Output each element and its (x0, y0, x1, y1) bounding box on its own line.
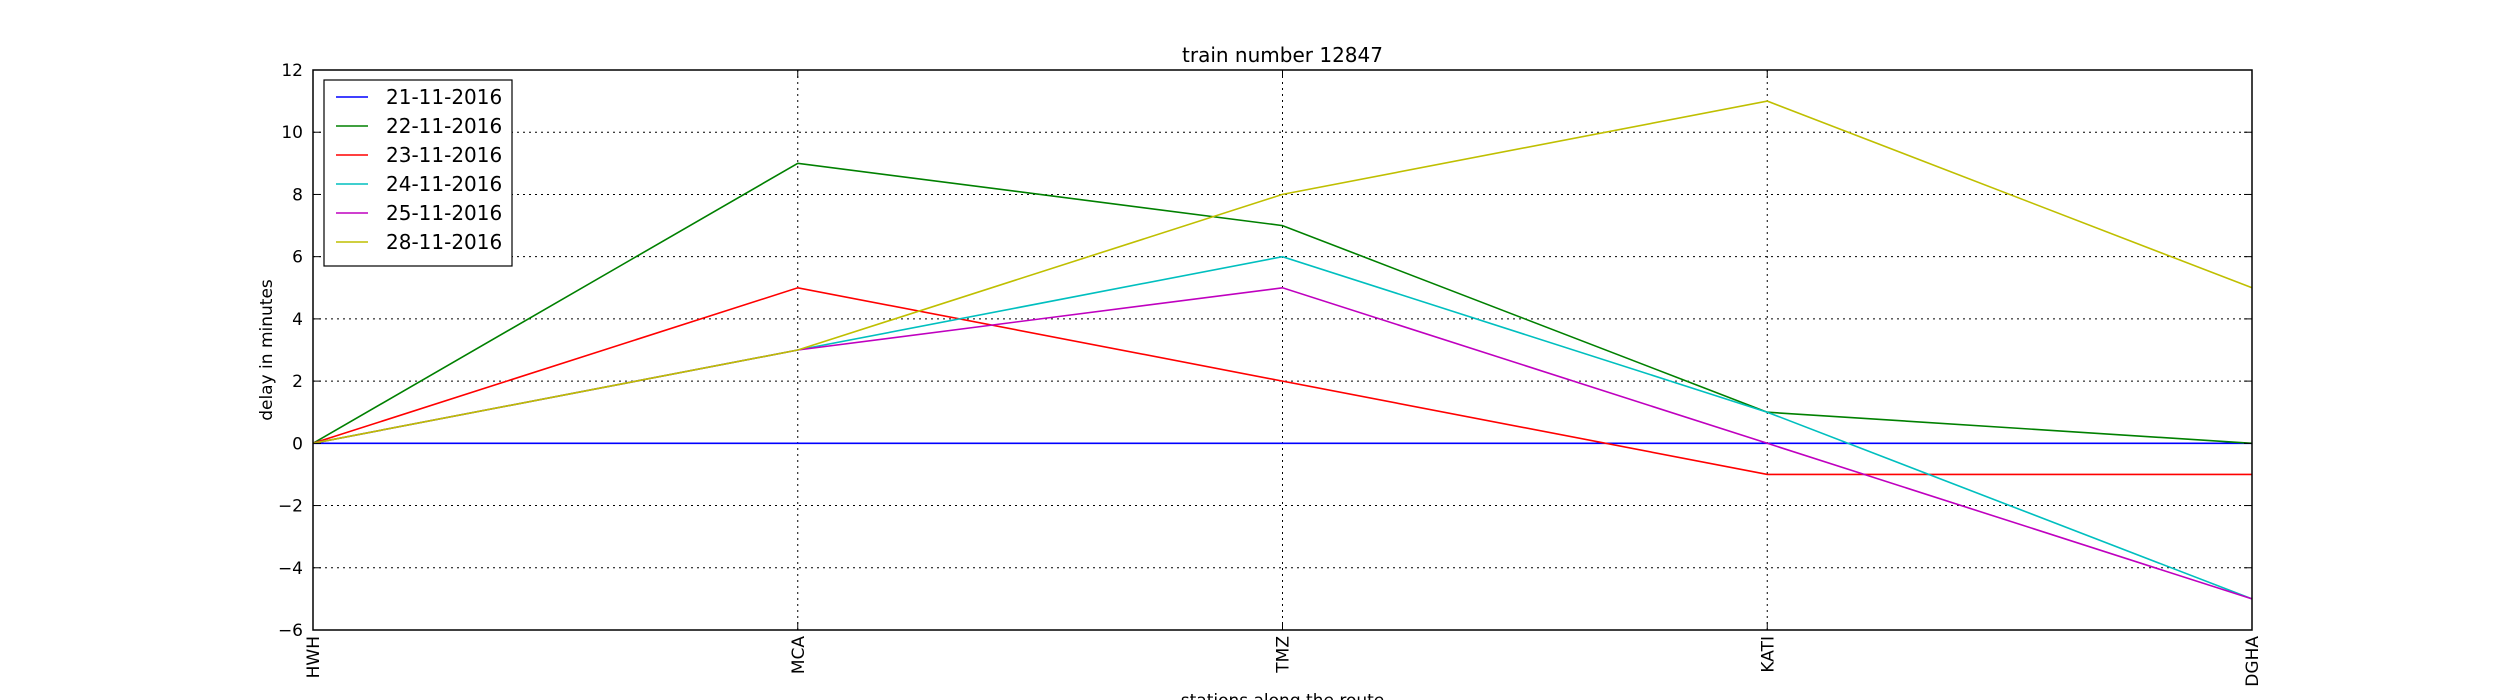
x-tick-label: TMZ (1274, 636, 1294, 674)
y-tick-label: −2 (278, 497, 303, 517)
legend-label: 22-11-2016 (386, 114, 502, 138)
y-tick-label: −4 (278, 559, 303, 579)
legend: 21-11-2016 22-11-2016 23-11-2016 24-11-2016… (323, 79, 513, 267)
x-tick-label: MCA (789, 636, 809, 675)
legend-box (323, 79, 513, 267)
ticks: −6 −4 −2 0 2 4 6 8 10 12 HWH MCA TMZ KATI DGHA (278, 61, 2263, 687)
x-axis-label: stations along the route (1181, 691, 1385, 700)
series-lines (312, 100, 2253, 600)
y-tick-label: −6 (278, 621, 303, 641)
x-tick-label: HWH (304, 636, 324, 678)
y-tick-label: 12 (281, 61, 303, 81)
legend-label: 24-11-2016 (386, 172, 502, 196)
series-line (312, 100, 2253, 445)
series-line (312, 162, 2253, 445)
y-axis-label: delay in minutes (257, 279, 277, 421)
legend-label: 23-11-2016 (386, 143, 502, 167)
x-tick-label: KATI (1758, 636, 1778, 673)
y-tick-label: 10 (281, 123, 303, 143)
legend-label: 21-11-2016 (386, 85, 502, 109)
x-tick-label: DGHA (2243, 636, 2263, 687)
y-tick-label: 6 (292, 248, 303, 268)
y-tick-label: 2 (292, 372, 303, 392)
chart-title: train number 12847 (1182, 43, 1383, 67)
y-tick-label: 8 (292, 185, 303, 205)
y-tick-label: 0 (292, 434, 303, 454)
y-tick-label: 4 (292, 310, 303, 330)
legend-label: 25-11-2016 (386, 201, 502, 225)
legend-label: 28-11-2016 (386, 230, 502, 254)
